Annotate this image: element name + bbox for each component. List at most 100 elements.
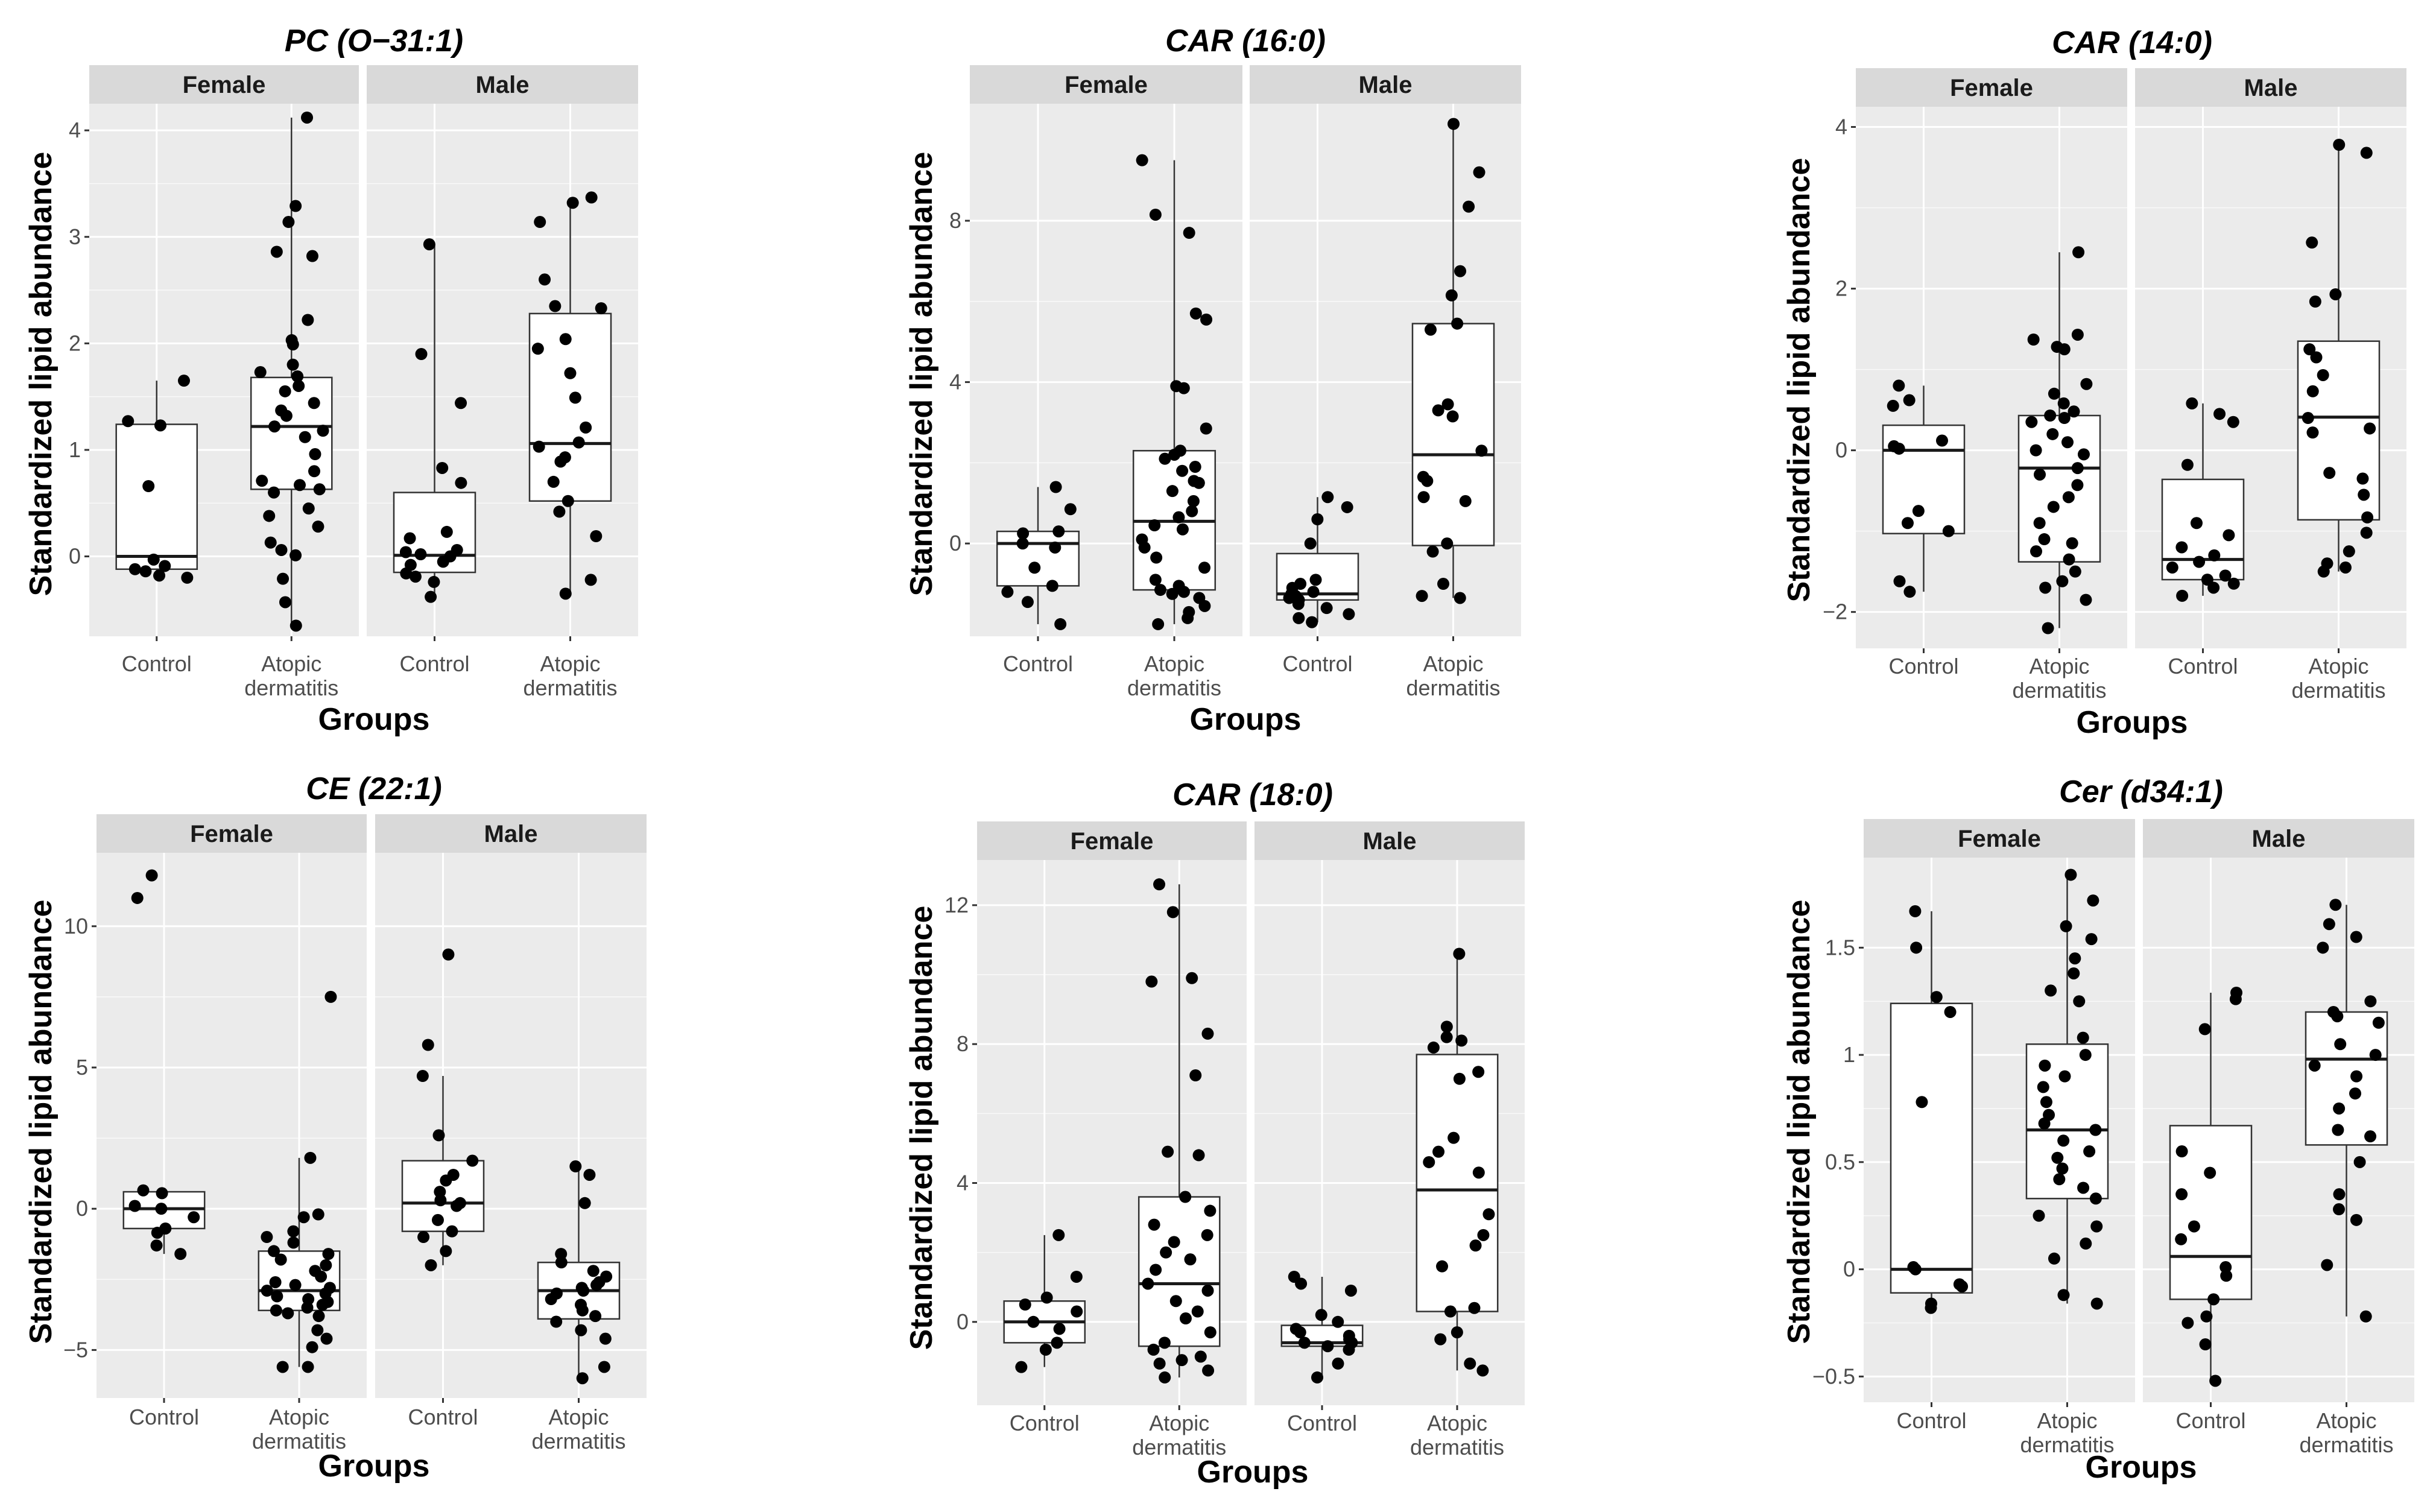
data-point xyxy=(1040,1291,1053,1304)
data-point xyxy=(417,1231,430,1244)
data-point xyxy=(1192,476,1205,489)
y-tick-label: 2 xyxy=(69,331,81,355)
data-point xyxy=(139,565,152,578)
plot-title: Cer (d34:1) xyxy=(2059,774,2223,809)
y-tick-label: 1 xyxy=(1843,1042,1855,1067)
data-point xyxy=(583,1168,596,1181)
y-tick-label: 12 xyxy=(944,893,969,917)
data-point xyxy=(2199,1338,2212,1351)
data-point xyxy=(1154,584,1166,596)
data-point xyxy=(533,440,545,453)
x-tick-label: Atopic xyxy=(269,1405,329,1429)
data-point xyxy=(1332,1315,1344,1328)
x-tick-label: dermatitis xyxy=(2299,1432,2393,1457)
x-tick-label: Atopic xyxy=(2029,654,2089,679)
data-point xyxy=(1159,1371,1171,1384)
data-point xyxy=(1306,616,1318,628)
data-point xyxy=(2188,1220,2200,1233)
x-tick-label: Control xyxy=(2168,654,2238,679)
data-point xyxy=(1321,491,1334,504)
data-point xyxy=(1311,513,1324,526)
data-point xyxy=(1192,1149,1205,1162)
data-point xyxy=(590,530,603,542)
box-iqr xyxy=(528,312,612,502)
data-point xyxy=(268,486,280,499)
x-tick-label: Atopic xyxy=(2037,1408,2097,1433)
data-point xyxy=(2333,1102,2346,1115)
data-point xyxy=(2175,1145,2188,1158)
data-point xyxy=(1446,410,1459,423)
data-point xyxy=(2040,1096,2052,1109)
data-point xyxy=(1901,517,1914,530)
data-point xyxy=(2333,1203,2346,1216)
data-point xyxy=(1311,1371,1324,1384)
data-point xyxy=(1189,461,1201,473)
data-point xyxy=(1298,1336,1311,1349)
data-point xyxy=(2073,995,2086,1008)
data-point xyxy=(145,869,158,882)
x-tick-label: dermatitis xyxy=(2020,1432,2114,1457)
x-axis-label: Groups xyxy=(1190,702,1302,737)
data-point xyxy=(1191,1305,1204,1318)
data-point xyxy=(324,990,337,1003)
data-point xyxy=(2030,545,2043,558)
data-point xyxy=(436,461,449,474)
data-point xyxy=(1166,587,1179,600)
data-point xyxy=(2208,549,2221,561)
data-point xyxy=(1198,599,1211,612)
data-point xyxy=(293,379,305,392)
data-point xyxy=(1204,1326,1216,1339)
data-point xyxy=(423,238,435,251)
data-point xyxy=(289,619,302,632)
data-point xyxy=(1064,503,1077,516)
data-point xyxy=(2066,537,2078,549)
data-point xyxy=(2193,555,2206,568)
data-point xyxy=(1138,541,1151,554)
data-point xyxy=(534,216,546,229)
data-point xyxy=(589,1310,602,1323)
y-tick-label: 5 xyxy=(76,1055,88,1080)
data-point xyxy=(1468,1302,1481,1314)
x-tick-label: Control xyxy=(1282,651,1352,676)
data-point xyxy=(1476,1364,1489,1377)
data-point xyxy=(2209,1374,2222,1387)
x-tick-label: Atopic xyxy=(261,651,321,676)
data-point xyxy=(2056,575,2069,587)
data-point xyxy=(1307,586,1320,598)
data-point xyxy=(1930,991,1943,1004)
panel-background xyxy=(96,853,367,1398)
data-point xyxy=(572,436,585,449)
facet-strip xyxy=(2143,819,2414,858)
data-point xyxy=(311,1324,324,1336)
panel-background xyxy=(1856,107,2127,648)
data-point xyxy=(2077,1181,2090,1194)
data-point xyxy=(308,397,320,410)
data-point xyxy=(1168,448,1181,461)
data-point xyxy=(280,410,293,422)
data-point xyxy=(576,1304,589,1317)
data-point xyxy=(531,343,544,355)
data-point xyxy=(142,479,155,492)
data-point xyxy=(1956,1280,1969,1293)
data-point xyxy=(1166,485,1179,498)
data-point xyxy=(566,197,579,209)
data-point xyxy=(1177,382,1190,394)
data-point xyxy=(2372,1016,2385,1029)
data-point xyxy=(564,367,577,379)
data-point xyxy=(1166,906,1179,919)
facet-strip xyxy=(375,814,647,853)
y-axis-label: Standardized lipid abundance xyxy=(24,152,59,596)
data-point xyxy=(2350,1070,2363,1083)
data-point xyxy=(2077,1031,2089,1044)
facet-strip xyxy=(1254,821,1525,860)
data-point xyxy=(1426,545,1439,558)
data-point xyxy=(320,1259,332,1271)
y-tick-label: 4 xyxy=(957,1170,969,1195)
data-point xyxy=(1887,399,1899,412)
data-point xyxy=(2083,1145,2096,1158)
data-point xyxy=(159,560,171,572)
y-tick-label: 8 xyxy=(957,1031,969,1056)
x-tick-label: dermatitis xyxy=(244,675,338,700)
data-point xyxy=(1436,1260,1449,1273)
x-tick-label: Atopic xyxy=(548,1405,609,1429)
